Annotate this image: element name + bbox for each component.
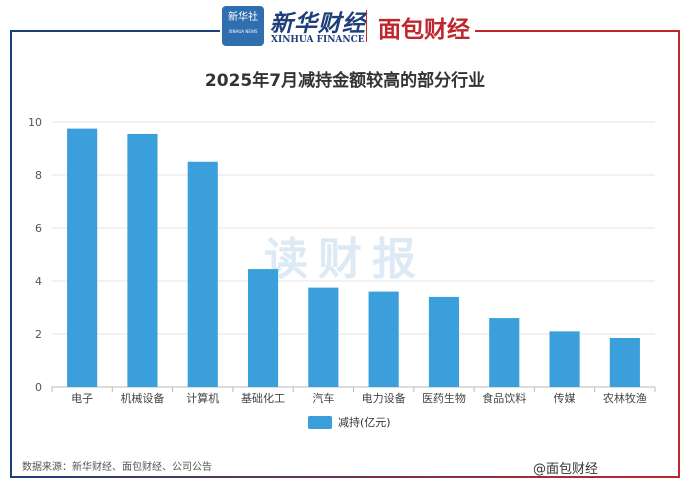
brand-mianbao-finance: 面包财经 — [378, 17, 470, 43]
frame-left — [10, 30, 12, 478]
frame-top-right — [475, 30, 680, 32]
bar — [187, 161, 218, 387]
brand-separator — [366, 10, 367, 42]
y-tick-label: 4 — [35, 275, 42, 288]
legend: 减持(亿元) — [308, 414, 391, 430]
y-tick-label: 2 — [35, 328, 42, 341]
attribution: @面包财经 — [533, 462, 599, 477]
brand-xinhua-finance-en: XINHUA FINANCE — [271, 35, 365, 45]
bar — [308, 287, 339, 387]
y-tick-label: 10 — [28, 116, 42, 129]
y-tick-label: 0 — [35, 381, 42, 394]
watermark: 读财报 — [264, 234, 426, 285]
x-tick-label: 农林牧渔 — [603, 391, 647, 405]
bar — [549, 331, 580, 387]
legend-swatch — [308, 415, 332, 429]
bar — [489, 318, 520, 387]
x-tick-label: 汽车 — [312, 391, 334, 405]
frame-bottom — [10, 476, 680, 478]
legend-label: 减持(亿元) — [338, 416, 391, 429]
x-tick-label: 机械设备 — [120, 391, 164, 405]
x-tick-label: 电力设备 — [362, 391, 406, 405]
x-tick-label: 计算机 — [186, 391, 219, 405]
x-tick-label: 医药生物 — [422, 391, 466, 405]
logo-text: 新华社 — [228, 12, 258, 23]
bar — [428, 296, 460, 387]
logo-sub: XINHUA NEWS — [228, 29, 258, 34]
y-tick-label: 8 — [35, 169, 42, 182]
x-tick-label: 电子 — [71, 392, 93, 405]
x-tick-label: 传媒 — [554, 392, 576, 405]
brand-xinhua-finance: 新华财经 — [270, 10, 366, 37]
bar — [67, 128, 98, 387]
xinhua-logo: 新华社 XINHUA NEWS — [222, 6, 264, 46]
y-tick-label: 6 — [35, 222, 42, 235]
x-tick-label: 食品饮料 — [482, 391, 526, 405]
data-source: 数据来源：新华财经、面包财经、公司公告 — [22, 462, 212, 473]
bar — [127, 133, 158, 387]
bar — [247, 269, 279, 387]
bar — [609, 337, 640, 387]
bar — [368, 291, 399, 387]
frame-top-left — [10, 30, 220, 32]
frame-right — [678, 30, 680, 478]
chart-title: 2025年7月减持金额较高的部分行业 — [204, 71, 486, 91]
x-tick-label: 基础化工 — [241, 391, 285, 405]
